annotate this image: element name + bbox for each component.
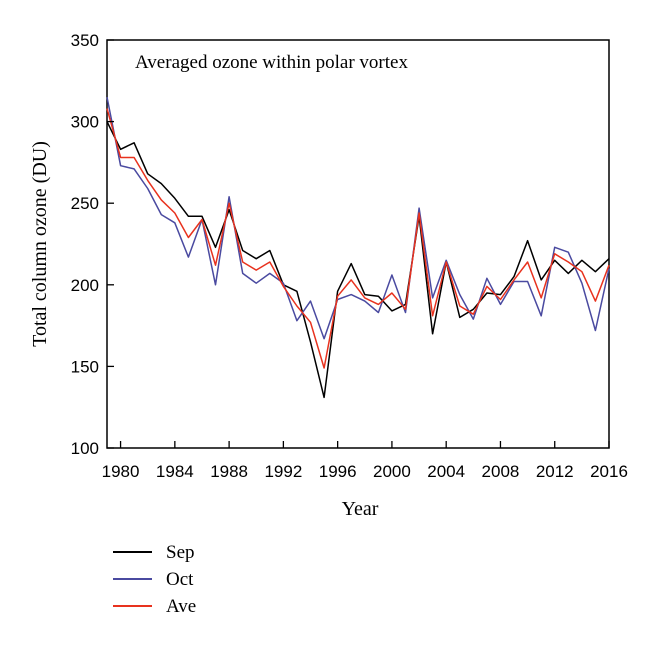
y-tick-label: 100	[71, 439, 99, 458]
chart-title: Averaged ozone within polar vortex	[135, 52, 408, 73]
legend-label-sep: Sep	[166, 542, 195, 563]
x-tick-label: 1996	[319, 462, 357, 481]
series-layer	[106, 96, 610, 399]
series-line-ave	[106, 108, 610, 369]
x-axis-ticks: 1980 1984 1988 1992 1996 2000 2004 2008 2012 2016	[102, 441, 628, 481]
x-tick-label: 2008	[482, 462, 520, 481]
y-tick-label: 200	[71, 276, 99, 295]
x-axis-title: Year	[342, 498, 379, 520]
x-tick-label: 2000	[373, 462, 411, 481]
series-line-sep	[106, 121, 610, 399]
legend: Sep Oct Ave	[113, 542, 196, 617]
x-tick-label: 2012	[536, 462, 574, 481]
legend-label-oct: Oct	[166, 569, 194, 590]
y-axis-ticks: 100 150 200 250 300 350	[71, 31, 114, 458]
x-tick-label: 2016	[590, 462, 628, 481]
y-tick-label: 350	[71, 31, 99, 50]
legend-label-ave: Ave	[166, 596, 196, 617]
x-tick-label: 1992	[264, 462, 302, 481]
plot-frame	[106, 39, 610, 449]
y-axis-title: Total column ozone (DU)	[29, 141, 51, 347]
x-tick-label: 1984	[156, 462, 194, 481]
plot-area: 1980 1984 1988 1992 1996 2000 2004 2008 2012 2016…	[71, 31, 628, 481]
x-tick-label: 1980	[102, 462, 140, 481]
y-tick-label: 150	[71, 357, 99, 376]
series-line-oct	[106, 96, 610, 340]
y-tick-label: 300	[71, 113, 99, 132]
x-tick-label: 2004	[427, 462, 465, 481]
x-tick-label: 1988	[210, 462, 248, 481]
y-tick-label: 250	[71, 194, 99, 213]
